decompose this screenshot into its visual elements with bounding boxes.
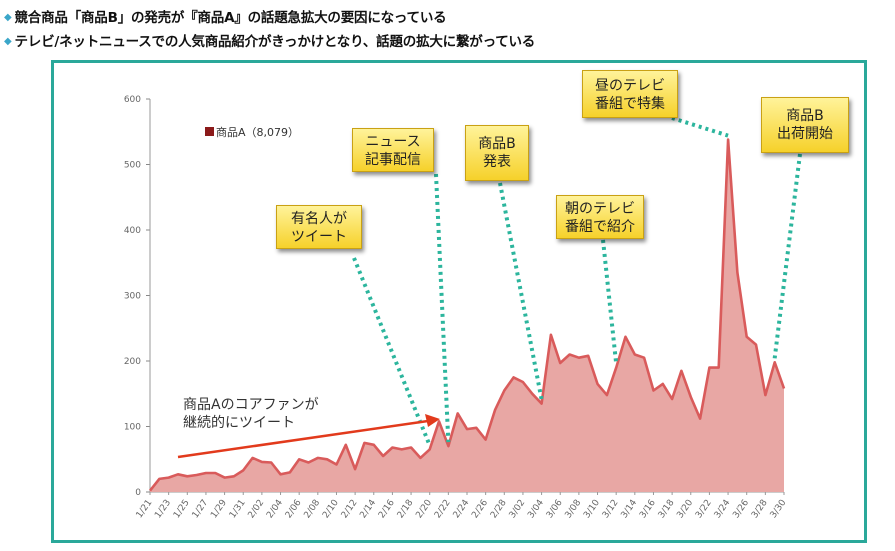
- x-tick-label: 1/31: [228, 498, 248, 520]
- y-tick-label: 200: [124, 357, 141, 367]
- legend-label: 商品A（8,079）: [216, 125, 299, 139]
- x-tick-label: 2/26: [470, 498, 490, 521]
- annotation-core-fans-text: 継続的にツイート: [183, 414, 295, 431]
- bullet-icon: ◆: [4, 36, 12, 47]
- callout-leader-line: [498, 182, 544, 400]
- x-tick-label: 3/26: [731, 498, 751, 521]
- x-tick-label: 3/16: [638, 498, 658, 521]
- x-tick-label: 3/20: [675, 498, 695, 521]
- x-tick-label: 2/20: [414, 498, 434, 521]
- series-area-product-a: [150, 139, 784, 492]
- x-tick-label: 3/08: [564, 498, 584, 521]
- callout-leader-line: [772, 153, 802, 359]
- x-tick-label: 2/08: [302, 498, 322, 521]
- x-tick-label: 3/28: [750, 498, 770, 521]
- bullet-icon: ◆: [4, 12, 12, 23]
- callout-leader-line: [434, 173, 451, 443]
- callout-morning-tv: 朝のテレビ 番組で紹介: [556, 195, 644, 239]
- x-tick-label: 3/06: [545, 498, 565, 521]
- trend-arrow-shaft: [177, 419, 429, 459]
- legend-marker: [205, 127, 214, 136]
- callout-leader-line: [352, 257, 432, 447]
- y-tick-label: 0: [135, 488, 141, 498]
- y-tick-label: 600: [124, 95, 141, 105]
- headline-1-text: 競合商品「商品B」の発売が『商品A』の話題急拡大の要因になっている: [14, 10, 447, 26]
- annotation-core-fans-text: 商品Aのコアファンが: [183, 397, 319, 413]
- x-tick-label: 2/18: [396, 498, 416, 521]
- x-tick-label: 3/12: [601, 498, 621, 520]
- callout-productb-shipping: 商品B 出荷開始: [761, 97, 849, 153]
- x-tick-label: 2/12: [340, 498, 360, 520]
- callout-famous-tweet: 有名人が ツイート: [276, 205, 362, 249]
- headline-2-text: テレビ/ネットニュースでの人気商品紹介がきっかけとなり、話題の拡大に繋がっている: [14, 34, 536, 50]
- y-tick-label: 400: [124, 226, 141, 236]
- series-line-product-a: [148, 138, 786, 492]
- x-tick-label: 1/23: [153, 498, 173, 520]
- x-tick-label: 1/29: [209, 498, 229, 521]
- x-tick-label: 2/02: [247, 498, 267, 520]
- y-tick-label: 100: [124, 423, 141, 433]
- x-tick-label: 2/16: [377, 498, 397, 521]
- callout-leader-line: [601, 239, 619, 364]
- x-tick-label: 2/22: [433, 498, 453, 520]
- y-tick-label: 500: [124, 161, 141, 171]
- x-tick-label: 2/24: [452, 498, 472, 521]
- x-tick-label: 3/14: [619, 498, 639, 521]
- callout-daytime-tv: 昼のテレビ 番組で特集: [582, 70, 678, 118]
- x-tick-label: 2/28: [489, 498, 509, 521]
- x-tick-label: 3/22: [694, 498, 714, 520]
- x-tick-label: 1/21: [135, 498, 155, 520]
- x-tick-label: 3/10: [582, 498, 602, 521]
- headline-1: ◆ 競合商品「商品B」の発売が『商品A』の話題急拡大の要因になっている: [4, 6, 447, 26]
- x-tick-label: 2/04: [265, 498, 285, 521]
- x-tick-label: 3/24: [713, 498, 733, 521]
- x-tick-label: 2/14: [358, 498, 378, 521]
- callout-news-article: ニュース 記事配信: [352, 128, 434, 172]
- callout-productb-announce: 商品B 発表: [465, 125, 529, 181]
- x-tick-label: 3/04: [526, 498, 546, 521]
- x-tick-label: 2/10: [321, 498, 341, 521]
- x-tick-label: 1/27: [191, 498, 211, 520]
- headline-2: ◆ テレビ/ネットニュースでの人気商品紹介がきっかけとなり、話題の拡大に繋がってい…: [4, 30, 535, 50]
- callout-leader-line: [671, 116, 729, 138]
- x-tick-label: 3/18: [657, 498, 677, 521]
- x-tick-label: 1/25: [172, 498, 192, 520]
- x-tick-label: 2/06: [284, 498, 304, 521]
- trend-arrow-head: [425, 414, 440, 427]
- x-tick-label: 3/02: [508, 498, 528, 520]
- y-tick-label: 300: [124, 292, 141, 302]
- x-tick-label: 3/30: [769, 498, 789, 521]
